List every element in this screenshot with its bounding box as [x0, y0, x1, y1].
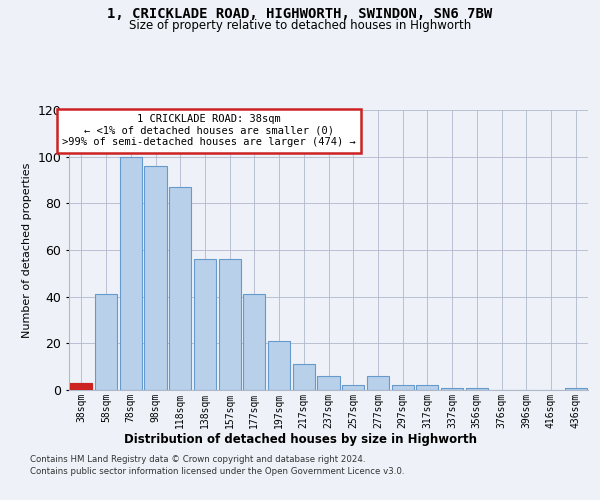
- Text: Distribution of detached houses by size in Highworth: Distribution of detached houses by size …: [124, 432, 476, 446]
- Bar: [145, 166, 167, 390]
- Bar: [317, 376, 340, 390]
- Bar: [95, 294, 117, 390]
- Bar: [342, 386, 364, 390]
- Bar: [293, 364, 315, 390]
- Text: Contains HM Land Registry data © Crown copyright and database right 2024.: Contains HM Land Registry data © Crown c…: [30, 455, 365, 464]
- Bar: [441, 388, 463, 390]
- Bar: [70, 383, 92, 390]
- Bar: [70, 383, 92, 390]
- Bar: [392, 386, 414, 390]
- Bar: [194, 260, 216, 390]
- Bar: [565, 388, 587, 390]
- Bar: [119, 156, 142, 390]
- Bar: [367, 376, 389, 390]
- Bar: [169, 187, 191, 390]
- Bar: [466, 388, 488, 390]
- Text: 1, CRICKLADE ROAD, HIGHWORTH, SWINDON, SN6 7BW: 1, CRICKLADE ROAD, HIGHWORTH, SWINDON, S…: [107, 8, 493, 22]
- Bar: [218, 260, 241, 390]
- Bar: [416, 386, 439, 390]
- Text: 1 CRICKLADE ROAD: 38sqm
← <1% of detached houses are smaller (0)
>99% of semi-de: 1 CRICKLADE ROAD: 38sqm ← <1% of detache…: [62, 114, 356, 148]
- Bar: [243, 294, 265, 390]
- Y-axis label: Number of detached properties: Number of detached properties: [22, 162, 32, 338]
- Text: Contains public sector information licensed under the Open Government Licence v3: Contains public sector information licen…: [30, 467, 404, 476]
- Text: Size of property relative to detached houses in Highworth: Size of property relative to detached ho…: [129, 19, 471, 32]
- Bar: [268, 341, 290, 390]
